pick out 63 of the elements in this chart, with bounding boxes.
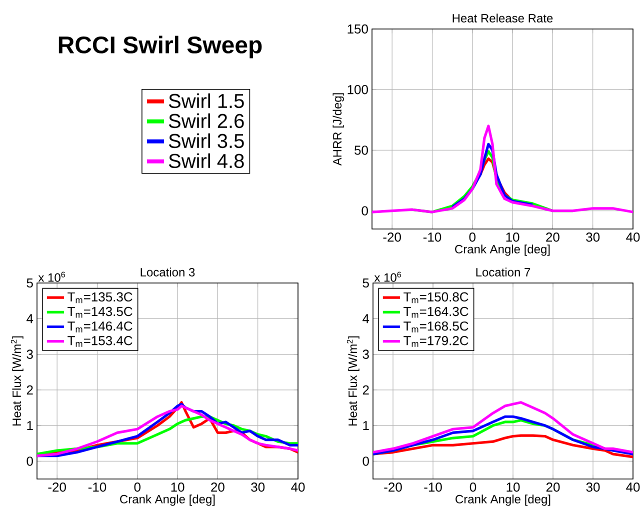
x-tick-label: 20 (546, 232, 560, 242)
x-tick-label: -20 (384, 482, 402, 492)
line-series (373, 415, 634, 456)
y-tick-label: 50 (354, 146, 368, 155)
x-tick-label: -10 (424, 482, 442, 492)
legend-label: T$_{m}$=135.3C (68, 292, 132, 304)
x-tick-label: 30 (586, 482, 600, 492)
y-axis-title: AHRR [J/deg] (332, 93, 344, 166)
chart-title: Location 3 (140, 268, 195, 276)
x-axis-title: Crank Angle [deg] (120, 494, 215, 506)
x-tick-label: -20 (48, 482, 66, 492)
y-tick-label: 1 (363, 421, 369, 430)
legend-label: Swirl 1.5 (168, 93, 244, 108)
legend-label: T$_{m}$=150.8C (404, 292, 468, 304)
legend-label: T$_{m}$=143.5C (68, 306, 132, 318)
y-tick-label: 4 (362, 314, 370, 324)
y-tick-label: 2 (362, 385, 369, 394)
x-tick-label: 30 (586, 232, 600, 242)
line-series (372, 124, 633, 214)
text: RCCI Swirl Sweep (58, 36, 262, 58)
y-tick-label: 1 (27, 421, 33, 430)
legend-label: T$_{m}$=179.2C (404, 336, 468, 347)
legend-label: T$_{m}$=153.4C (68, 336, 132, 347)
y-tick-label: 0 (362, 456, 369, 466)
x-tick-label: -10 (88, 482, 106, 492)
y-tick-label: 5 (26, 278, 33, 288)
legend-label: Swirl 4.8 (168, 153, 244, 168)
x-tick-label: 10 (171, 482, 184, 492)
text: x 10$^{6}$ (374, 272, 401, 282)
x-tick-label: 20 (546, 482, 560, 492)
legend-label: T$_{m}$=168.5C (404, 321, 468, 332)
y-tick-label: 2 (26, 385, 33, 394)
legend-label: Swirl 2.6 (168, 113, 244, 128)
legend-label: Swirl 3.5 (168, 133, 244, 148)
x-tick-label: 0 (134, 482, 140, 492)
x-axis-title: Crank Angle [deg] (455, 244, 550, 256)
x-axis-title: Crank Angle [deg] (456, 494, 550, 506)
chart-title: Heat Release Rate (452, 14, 553, 22)
x-tick-label: 10 (506, 482, 520, 492)
x-tick-label: 40 (626, 232, 640, 242)
y-tick-label: 100 (348, 85, 368, 94)
x-tick-label: 40 (626, 482, 640, 492)
x-tick-label: 10 (506, 232, 520, 242)
chart-title: Location 7 (476, 268, 530, 276)
y-axis-title: Heat Flux [W/m$^{2}$] (10, 336, 24, 426)
legend-label: T$_{m}$=146.4C (68, 321, 132, 332)
y-axis-title: Heat Flux [W/m$^{2}$] (346, 336, 360, 426)
y-tick-label: 3 (362, 350, 369, 359)
x-tick-label: 0 (469, 232, 476, 242)
x-tick-label: -20 (383, 232, 401, 242)
x-tick-label: 20 (211, 482, 224, 492)
x-tick-label: 0 (470, 482, 476, 492)
y-tick-label: 3 (26, 350, 33, 359)
y-tick-label: 150 (348, 24, 368, 34)
x-tick-label: 30 (251, 482, 265, 492)
y-tick-label: 0 (362, 206, 368, 216)
y-tick-label: 4 (26, 314, 34, 324)
y-tick-label: 5 (362, 278, 369, 288)
y-tick-label: 0 (26, 456, 33, 466)
text: x 10$^{6}$ (38, 272, 65, 282)
x-tick-label: -10 (423, 232, 442, 242)
legend-label: T$_{m}$=164.3C (404, 306, 468, 318)
x-tick-label: 40 (291, 482, 305, 492)
